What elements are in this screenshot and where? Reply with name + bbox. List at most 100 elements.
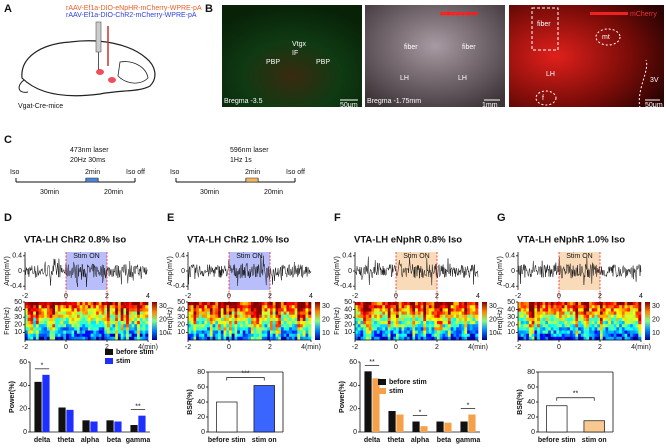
x-tick-label: -2 bbox=[22, 344, 28, 351]
spectrogram-cell bbox=[218, 314, 222, 319]
spectrogram-cell bbox=[115, 302, 119, 306]
spectrogram-cell bbox=[85, 317, 89, 322]
spectrogram-cell bbox=[139, 314, 143, 319]
spectrogram-cell bbox=[300, 333, 304, 338]
spectrogram-cell bbox=[376, 321, 380, 325]
spectrogram-cell bbox=[610, 333, 614, 338]
spectrogram-cell bbox=[561, 311, 565, 315]
spectrogram-cell bbox=[401, 308, 405, 312]
spectrogram-cell bbox=[275, 327, 279, 331]
spectrogram-cell bbox=[30, 305, 34, 309]
spectrogram-cell bbox=[578, 302, 582, 306]
spectrogram-cell bbox=[564, 308, 568, 312]
spectrogram-cell bbox=[528, 333, 532, 338]
spectrogram-cell bbox=[528, 305, 532, 309]
spectrogram-cell bbox=[231, 308, 235, 312]
spectrogram-cell bbox=[586, 321, 590, 325]
spectrogram-cell bbox=[123, 330, 127, 334]
spectrogram-cell bbox=[96, 305, 100, 309]
spectrogram-cell bbox=[137, 311, 141, 315]
spectrogram-cell bbox=[27, 333, 31, 338]
spectrogram-cell bbox=[234, 305, 238, 309]
x-tick-label: 2 bbox=[105, 293, 109, 300]
spectrogram-cell bbox=[44, 330, 48, 334]
spectrogram-cell bbox=[90, 324, 94, 328]
spectrogram-cell bbox=[278, 330, 282, 334]
histology-image bbox=[365, 5, 505, 107]
spectrogram-cell bbox=[597, 311, 601, 315]
spectrogram-cell bbox=[229, 333, 233, 338]
spectrogram-cell bbox=[453, 308, 457, 312]
spectrogram-cell bbox=[204, 314, 208, 319]
spectrogram-cell bbox=[193, 336, 197, 341]
spectrogram-cell bbox=[46, 327, 50, 331]
spectrogram-cell bbox=[371, 302, 375, 306]
colorbar-label: 20 bbox=[322, 316, 330, 323]
spectrogram-cell bbox=[267, 308, 271, 312]
spectrogram-cell bbox=[25, 305, 29, 309]
spectrogram-cell bbox=[145, 336, 149, 341]
spectrogram-cell bbox=[423, 324, 427, 328]
spectrogram-cell bbox=[357, 305, 361, 309]
spectrogram-cell bbox=[586, 311, 590, 315]
x-tick-label: before stim bbox=[208, 437, 246, 444]
spectrogram-cell bbox=[107, 333, 111, 338]
spectrogram-cell bbox=[267, 327, 271, 331]
spectrogram-cell bbox=[267, 330, 271, 334]
spectrogram-cell bbox=[44, 336, 48, 341]
spectrogram-cell bbox=[300, 311, 304, 315]
y-tick-label: 20 bbox=[344, 322, 352, 329]
spectrogram-cell bbox=[104, 333, 108, 338]
stim-block bbox=[85, 177, 99, 183]
spectrogram-cell bbox=[209, 305, 213, 309]
x-tick-label: 4 bbox=[476, 293, 480, 300]
spectrogram-cell bbox=[215, 336, 219, 341]
spectrogram-cell bbox=[55, 327, 59, 331]
spectrogram-cell bbox=[291, 314, 295, 319]
spectrogram-cell bbox=[218, 327, 222, 331]
spectrogram-cell bbox=[469, 333, 473, 338]
spectrogram-cell bbox=[207, 314, 211, 319]
significance-label: ** bbox=[369, 359, 375, 366]
spectrogram-cell bbox=[580, 324, 584, 328]
spectrogram-cell bbox=[204, 327, 208, 331]
spectrogram-cell bbox=[245, 324, 249, 328]
spectrogram-cell bbox=[431, 324, 435, 328]
spectrogram-cell bbox=[79, 327, 83, 331]
pattern-label: 20Hz 30ms bbox=[70, 157, 106, 164]
spectrogram-cell bbox=[27, 336, 31, 341]
spectrogram-cell bbox=[575, 336, 579, 341]
spectrogram-cell bbox=[142, 324, 146, 328]
spectrogram-cell bbox=[542, 321, 546, 325]
spectrogram-cell bbox=[90, 327, 94, 331]
spectrogram-cell bbox=[139, 317, 143, 322]
spectrogram-cell bbox=[308, 317, 312, 322]
spectrogram-cell bbox=[428, 311, 432, 315]
spectrogram-cell bbox=[126, 302, 130, 306]
spectrogram-cell bbox=[357, 317, 361, 322]
spectrogram-cell bbox=[112, 305, 116, 309]
spectrogram-cell bbox=[387, 330, 391, 334]
spectrogram-cell bbox=[117, 314, 121, 319]
spectrogram-cell bbox=[237, 305, 241, 309]
spectrogram-cell bbox=[431, 333, 435, 338]
colorbar bbox=[152, 302, 157, 340]
spectrogram-cell bbox=[196, 324, 200, 328]
spectrogram-cell bbox=[439, 302, 443, 306]
spectrogram-cell bbox=[38, 321, 42, 325]
spectrogram-cell bbox=[423, 333, 427, 338]
spectrogram-cell bbox=[68, 324, 72, 328]
spectrogram-cell bbox=[291, 317, 295, 322]
spectrogram-cell bbox=[198, 308, 202, 312]
spectrogram-cell bbox=[580, 314, 584, 319]
spectrogram-cell bbox=[467, 302, 471, 306]
spectrogram-cell bbox=[526, 314, 530, 319]
spectrogram-cell bbox=[545, 311, 549, 315]
spectrogram-cell bbox=[57, 333, 61, 338]
spectrogram-cell bbox=[74, 330, 78, 334]
spectrogram-cell bbox=[602, 317, 606, 322]
spectrogram-cell bbox=[259, 302, 263, 306]
spectrogram-cell bbox=[434, 333, 438, 338]
spectrogram-cell bbox=[630, 321, 634, 325]
spectrogram-cell bbox=[542, 302, 546, 306]
